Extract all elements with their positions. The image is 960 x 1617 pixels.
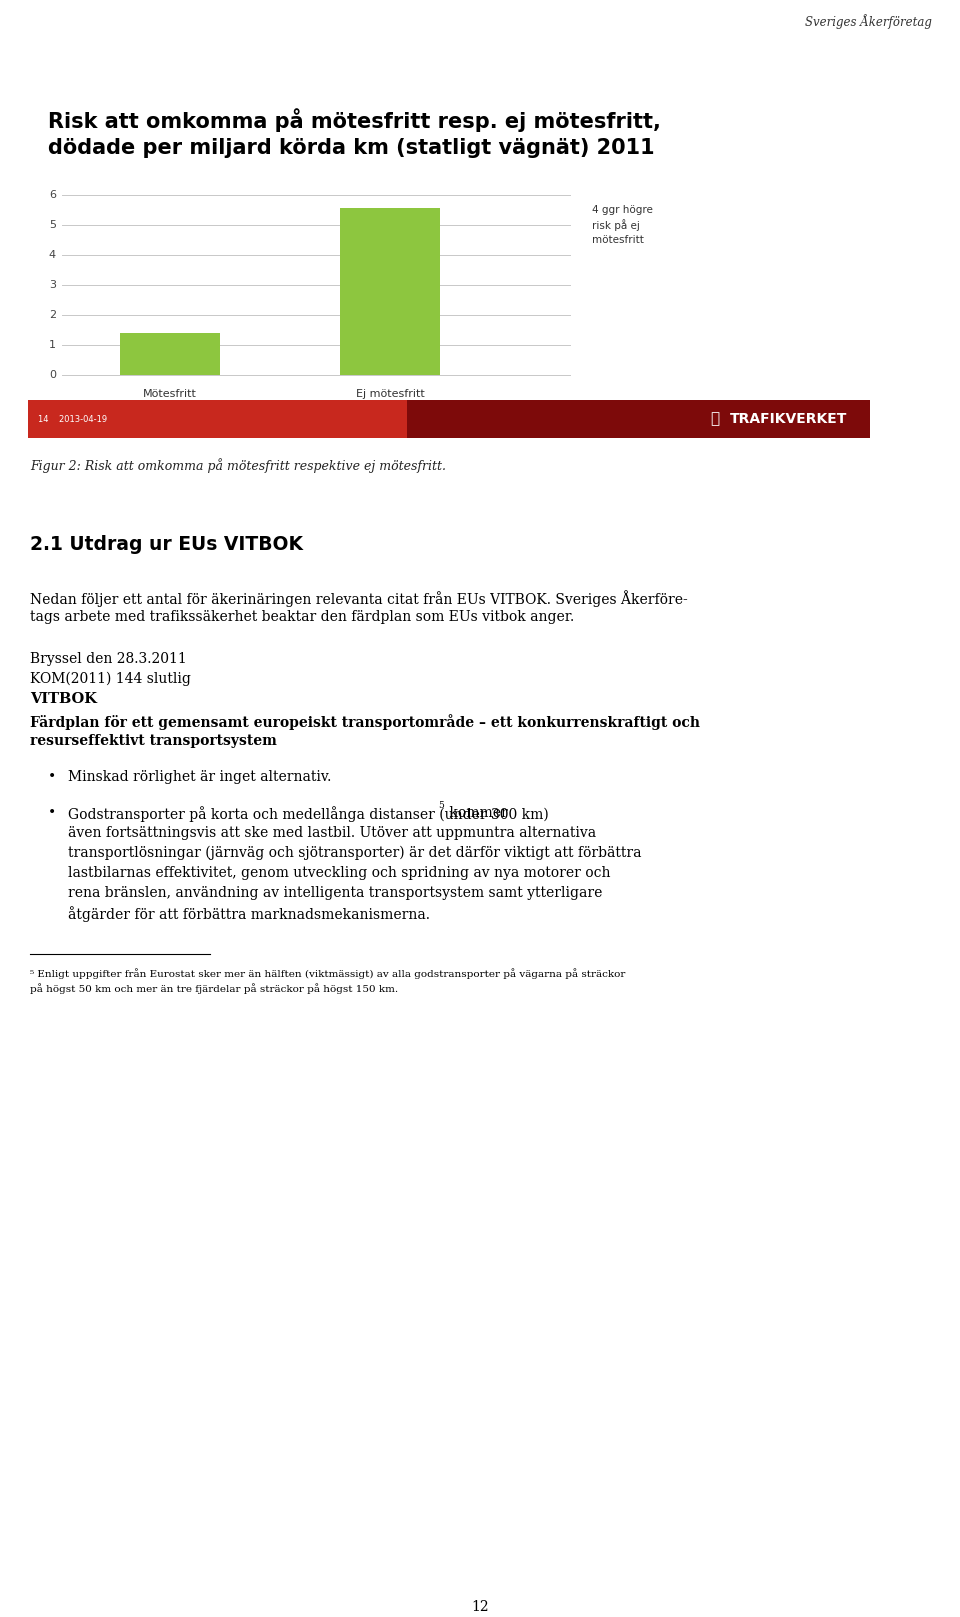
- Text: 2: 2: [49, 310, 56, 320]
- Text: TRAFIKVERKET: TRAFIKVERKET: [730, 412, 848, 425]
- Text: 4: 4: [49, 251, 56, 260]
- Text: Figur 2: Risk att omkomma på mötesfritt respektive ej mötesfritt.: Figur 2: Risk att omkomma på mötesfritt …: [30, 458, 446, 472]
- Text: Ej mötesfritt: Ej mötesfritt: [355, 390, 424, 399]
- Bar: [120, 333, 220, 375]
- Text: ⁵ Enligt uppgifter från Eurostat sker mer än hälften (viktmässigt) av alla godst: ⁵ Enligt uppgifter från Eurostat sker me…: [30, 969, 625, 978]
- Text: Mötesfritt: Mötesfritt: [143, 390, 197, 399]
- Text: resurseffektivt transportsystem: resurseffektivt transportsystem: [30, 734, 276, 749]
- Text: tags arbete med trafikssäkerhet beaktar den färdplan som EUs vitbok anger.: tags arbete med trafikssäkerhet beaktar …: [30, 610, 574, 624]
- Text: 14    2013-04-19: 14 2013-04-19: [38, 414, 108, 424]
- Text: på högst 50 km och mer än tre fjärdelar på sträckor på högst 150 km.: på högst 50 km och mer än tre fjärdelar …: [30, 983, 398, 994]
- Text: 5: 5: [438, 800, 444, 810]
- Text: 0: 0: [49, 370, 56, 380]
- Text: Bryssel den 28.3.2011: Bryssel den 28.3.2011: [30, 652, 187, 666]
- Text: 4 ggr högre
risk på ej
mötesfritt: 4 ggr högre risk på ej mötesfritt: [592, 205, 653, 246]
- Text: 2.1 Utdrag ur EUs VITBOK: 2.1 Utdrag ur EUs VITBOK: [30, 535, 303, 555]
- Bar: [28, 399, 407, 438]
- Bar: [407, 399, 870, 438]
- Text: KOM(2011) 144 slutlig: KOM(2011) 144 slutlig: [30, 673, 191, 686]
- Text: Nedan följer ett antal för äkerinäringen relevanta citat från EUs VITBOK. Sverig: Nedan följer ett antal för äkerinäringen…: [30, 590, 687, 606]
- Text: 6: 6: [49, 191, 56, 201]
- Text: VITBOK: VITBOK: [30, 692, 97, 707]
- Text: Risk att omkomma på mötesfritt resp. ej mötesfritt,: Risk att omkomma på mötesfritt resp. ej …: [48, 108, 660, 133]
- Text: •: •: [48, 805, 57, 820]
- Text: lastbilarnas effektivitet, genom utveckling och spridning av nya motorer och: lastbilarnas effektivitet, genom utveckl…: [68, 867, 611, 880]
- Text: transportlösningar (järnväg och sjötransporter) är det därför viktigt att förbät: transportlösningar (järnväg och sjötrans…: [68, 846, 641, 860]
- Text: 5: 5: [49, 220, 56, 230]
- Text: Godstransporter på korta och medellånga distanser (under 300 km): Godstransporter på korta och medellånga …: [68, 805, 549, 821]
- Text: Ⓣ: Ⓣ: [710, 411, 719, 427]
- Text: Sveriges Åkerföretag: Sveriges Åkerföretag: [805, 15, 932, 29]
- Text: Färdplan för ett gemensamt europeiskt transportområde – ett konkurrenskraftigt o: Färdplan för ett gemensamt europeiskt tr…: [30, 715, 700, 729]
- Text: •: •: [48, 770, 57, 784]
- Text: åtgärder för att förbättra marknadsmekanismerna.: åtgärder för att förbättra marknadsmekan…: [68, 906, 430, 922]
- Text: kommer: kommer: [444, 805, 508, 820]
- Text: även fortsättningsvis att ske med lastbil. Utöver att uppmuntra alternativa: även fortsättningsvis att ske med lastbi…: [68, 826, 596, 839]
- Bar: [340, 209, 440, 375]
- Text: 3: 3: [49, 280, 56, 289]
- Text: rena bränslen, användning av intelligenta transportsystem samt ytterligare: rena bränslen, användning av intelligent…: [68, 886, 602, 901]
- Text: 1: 1: [49, 340, 56, 349]
- Text: Minskad rörlighet är inget alternativ.: Minskad rörlighet är inget alternativ.: [68, 770, 331, 784]
- Text: 12: 12: [471, 1599, 489, 1614]
- Text: dödade per miljard körda km (statligt vägnät) 2011: dödade per miljard körda km (statligt vä…: [48, 137, 655, 158]
